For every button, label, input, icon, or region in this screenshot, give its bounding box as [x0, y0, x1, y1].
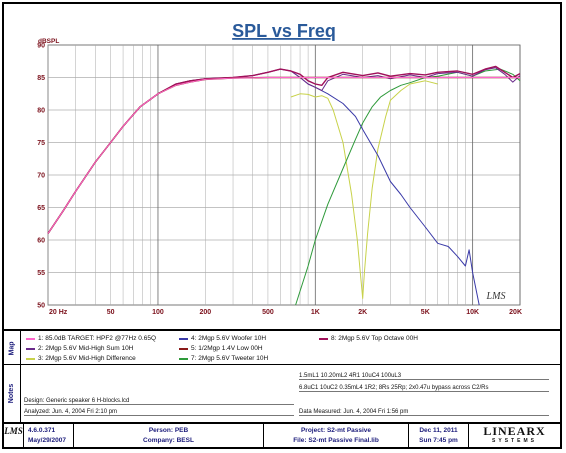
x-tick-label: 10K	[466, 309, 479, 316]
notes-design: Design: Generic speaker 6 H-blocks.lcd	[24, 398, 294, 405]
footer-company: Company: BESL	[143, 437, 194, 444]
legend-swatch	[179, 347, 188, 350]
series-line-6	[295, 68, 521, 306]
y-tick-label: 65	[37, 205, 45, 212]
x-tick-label: 20 Hz	[49, 309, 68, 316]
notes-measured: Data Measured: Jun. 4, 2004 Fri 1:56 pm	[299, 409, 549, 416]
footer-version: 4.6.0.371	[28, 427, 56, 434]
series-line-1	[47, 77, 520, 234]
chart-watermark: LMS	[486, 291, 506, 302]
y-tick-label: 70	[37, 173, 45, 180]
legend-item-7: 7: 2Mgp 5.6V Tweeter 10H	[179, 355, 268, 362]
x-tick-label: 2K	[358, 309, 367, 316]
notes-panel: Notes 1.5mL1 10.20mL2 4R1 10uC4 100uL3 6…	[4, 365, 560, 424]
footer-version-cell: 4.6.0.371 May/29/2007	[24, 424, 74, 449]
y-tick-label: 75	[37, 140, 45, 147]
series-line-3	[290, 80, 438, 299]
legend-item-label: 1: 85.0dB TARGET: HPF2 @77Hz 0.65Q	[38, 335, 156, 342]
footer-time: Sun 7:45 pm	[419, 437, 458, 444]
notes-analyzed: Analyzed: Jun. 4, 2004 Fri 2:10 pm	[24, 409, 294, 416]
x-tick-label: 1K	[311, 309, 320, 316]
notes-line-2: 6.8uC1 10uC2 0.35mL4 1R2; 8Rs 25Rp; 2x0.…	[299, 385, 549, 392]
y-tick-label: 90	[37, 43, 45, 50]
legend-swatch	[179, 357, 188, 360]
notes-line-1: 1.5mL1 10.20mL2 4R1 10uC4 100uL3	[299, 373, 549, 380]
y-tick-label: 60	[37, 238, 45, 245]
chart-title: SPL vs Freq	[232, 21, 336, 41]
legend-item-2: 2: 2Mgp 5.6V Mid-High Sum 10H	[26, 345, 133, 352]
x-tick-label: 5K	[421, 309, 430, 316]
footer-project-cell: Project: S2-mt Passive File: S2-mt Passi…	[264, 424, 409, 449]
footer-brand-cell: LINEARX SYSTEMS	[469, 424, 560, 449]
y-tick-label: 85	[37, 75, 45, 82]
footer-brand: LINEARX	[483, 424, 546, 438]
legend-panel: Map 1: 85.0dB TARGET: HPF2 @77Hz 0.65Q 2…	[4, 329, 560, 365]
footer-logo: LMS	[4, 426, 23, 436]
y-axis-label: dBSPL	[38, 38, 59, 45]
y-tick-label: 55	[37, 270, 45, 277]
legend-item-4: 4: 2Mgp 5.6V Woofer 10H	[179, 335, 266, 342]
legend-item-label: 4: 2Mgp 5.6V Woofer 10H	[191, 335, 267, 342]
x-tick-label: 100	[152, 309, 164, 316]
footer-project: Project: S2-mt Passive	[300, 427, 372, 434]
series-lines	[47, 65, 521, 306]
legend-item-3: 3: 2Mgp 5.6V Mid-High Difference	[26, 355, 136, 362]
x-tick-labels: 20 Hz 50 100 200 500 1K 2K 5K 10K 20K	[49, 309, 522, 316]
legend-item-label: 5: 1/2Mgp 1.4V Low 00H	[191, 345, 263, 352]
legend-item-5: 5: 1/2Mgp 1.4V Low 00H	[179, 345, 263, 352]
y-tick-label: 80	[37, 108, 45, 115]
spl-chart: SPL vs Freq dBSPL 20 Hz 50 100 200 500 1K 2K 5K…	[37, 21, 522, 316]
notes-panel-label: Notes	[4, 365, 21, 422]
y-tick-label: 50	[37, 303, 45, 310]
legend-swatch	[26, 357, 35, 360]
footer-file: File: S2-mt Passive Final.lib	[293, 437, 379, 444]
legend-panel-label: Map	[4, 331, 21, 365]
footer-brand-sub: SYSTEMS	[492, 438, 537, 444]
legend-item-8: 8: 2Mgp 5.6V Top Octave 00H	[319, 335, 418, 342]
legend-item-label: 3: 2Mgp 5.6V Mid-High Difference	[38, 355, 136, 362]
x-tick-label: 200	[199, 309, 211, 316]
footer-version-date: May/29/2007	[28, 437, 66, 444]
footer-person: Person: PEB	[148, 427, 189, 434]
legend-swatch	[26, 337, 35, 340]
legend-swatch	[179, 337, 188, 340]
y-tick-labels: 50 55 60 65 70 75 80 85 90	[37, 43, 45, 310]
footer-date-cell: Dec 11, 2011 Sun 7:45 pm	[409, 424, 469, 449]
x-tick-label: 500	[262, 309, 274, 316]
legend-item-label: 8: 2Mgp 5.6V Top Octave 00H	[331, 335, 418, 342]
footer-date: Dec 11, 2011	[419, 427, 458, 434]
legend-swatch	[319, 337, 328, 340]
footer-person-cell: Person: PEB Company: BESL	[74, 424, 264, 449]
footer-logo-cell: LMS	[4, 424, 24, 449]
x-tick-label: 50	[107, 309, 115, 316]
x-tick-label: 20K	[509, 309, 522, 316]
legend-item-label: 7: 2Mgp 5.6V Tweeter 10H	[191, 355, 269, 362]
legend-item-1: 1: 85.0dB TARGET: HPF2 @77Hz 0.65Q	[26, 335, 156, 342]
legend-item-label: 2: 2Mgp 5.6V Mid-High Sum 10H	[38, 345, 134, 352]
legend-swatch	[26, 347, 35, 350]
report-frame: SPL vs Freq dBSPL 20 Hz 50 100 200 500 1K 2K 5K…	[2, 2, 562, 449]
